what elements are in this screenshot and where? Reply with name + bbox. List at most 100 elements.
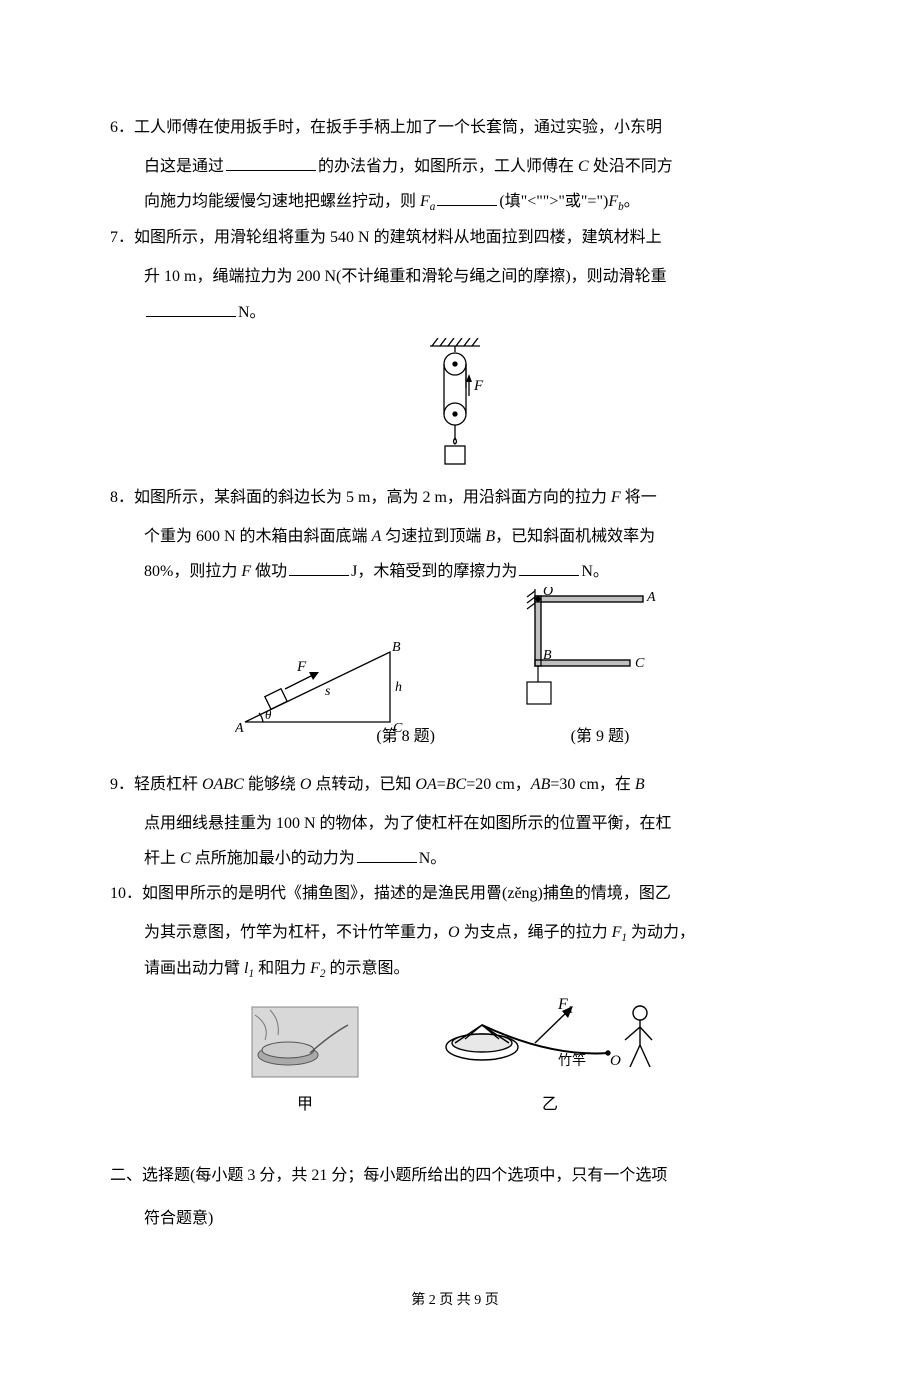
q10-text-2a: 为其示意图，竹竿为杠杆，不计竹竿重力， bbox=[144, 924, 448, 941]
blank-q9-1 bbox=[357, 847, 417, 863]
q8-text-2a: 个重为 600 N 的木箱由斜面底端 bbox=[144, 528, 372, 545]
q6-text-2b: 的办法省力，如图所示，工人师傅在 bbox=[318, 158, 578, 175]
q9-text-2a: 点用细线悬挂重为 100 N 的物体，为了使杠杆在如图所示的位置平衡，在杠 bbox=[144, 815, 672, 832]
q10-text-1a: 如图甲所示的是明代《捕鱼图》，描述的是渔民用罾(zěng)捕鱼的情境，图乙 bbox=[142, 885, 671, 902]
question-7: 7．如图所示，用滑轮组将重为 540 N 的建筑材料从地面拉到四楼，建筑材料上 bbox=[110, 220, 800, 255]
q10-F2-F: F bbox=[310, 960, 320, 977]
figure-row-q10: 甲 bbox=[110, 995, 800, 1122]
q9-line3: 杆上 C 点所施加最小的动力为 N。 bbox=[110, 841, 800, 876]
question-6: 6．工人师傅在使用扳手时，在扳手手柄上加了一个长套筒，通过实验，小东明 bbox=[110, 110, 800, 145]
lever-O: O bbox=[543, 587, 553, 599]
q7-text-3: N。 bbox=[238, 304, 266, 321]
q9-text-1c: 点转动，已知 bbox=[311, 776, 415, 793]
q8-B: B bbox=[485, 528, 495, 545]
q7-line3: N。 bbox=[110, 295, 800, 330]
blank-q8-2 bbox=[519, 560, 579, 576]
caption-jia: 甲 bbox=[250, 1087, 360, 1122]
yi-F1-sub: 1 bbox=[568, 1004, 574, 1016]
q10-line3: 请画出动力臂 l1 和阻力 F2 的示意图。 bbox=[110, 951, 800, 987]
figure-q7: F bbox=[110, 338, 800, 468]
q6-line2: 白这是通过 的办法省力，如图所示，工人师傅在 C 处沿不同方 bbox=[110, 149, 800, 184]
q9-AB: AB bbox=[531, 776, 551, 793]
incline-h: h bbox=[395, 680, 402, 695]
q6-Fb-F: F bbox=[608, 193, 618, 210]
section-2-line2: 符合题意) bbox=[110, 1201, 800, 1236]
lever-A: A bbox=[646, 590, 656, 605]
q6-text-2a: 白这是通过 bbox=[144, 158, 224, 175]
figure-q8: F s h A B C θ (第 8 题) bbox=[235, 637, 445, 754]
q6-C: C bbox=[578, 158, 589, 175]
q10-text-2c: 为动力， bbox=[627, 924, 695, 941]
lever-B: B bbox=[543, 648, 552, 663]
q8-text-3a: 80%，则拉力 bbox=[144, 563, 241, 580]
q10-line2: 为其示意图，竹竿为杠杆，不计竹竿重力，O 为支点，绳子的拉力 F1 为动力， bbox=[110, 915, 800, 951]
yi-O: O bbox=[610, 1053, 621, 1069]
fishing-painting bbox=[250, 1005, 360, 1085]
q7-number: 7． bbox=[110, 229, 134, 246]
q9-text-3c: N。 bbox=[419, 850, 447, 867]
question-9: 9．轻质杠杆 OABC 能够绕 O 点转动，已知 OA=BC=20 cm，AB=… bbox=[110, 767, 800, 802]
q8-text-3c: J，木箱受到的摩擦力为 bbox=[351, 563, 517, 580]
q9-text-1f: =30 cm，在 bbox=[550, 776, 635, 793]
svg-text:.: . bbox=[525, 648, 529, 663]
q8-A: A bbox=[372, 528, 382, 545]
q6-text-2c: 处沿不同方 bbox=[589, 158, 673, 175]
incline-theta: θ bbox=[265, 707, 272, 722]
q9-B: B bbox=[635, 776, 645, 793]
q9-OA: OA bbox=[415, 776, 436, 793]
q9-text-3a: 杆上 bbox=[144, 850, 180, 867]
incline-s: s bbox=[325, 684, 331, 699]
q7-text-1: 如图所示，用滑轮组将重为 540 N 的建筑材料从地面拉到四楼，建筑材料上 bbox=[134, 229, 662, 246]
q9-text-1e: =20 cm， bbox=[466, 776, 531, 793]
q6-text-3a: 向施力均能缓慢匀速地把螺丝拧动，则 bbox=[144, 193, 420, 210]
section-2-text-1: 二、选择题(每小题 3 分，共 21 分；每小题所给出的四个选项中，只有一个选项 bbox=[110, 1167, 667, 1184]
incline-F: F bbox=[296, 659, 307, 675]
figure-q9: O A . B C (第 9 题) bbox=[525, 597, 675, 754]
q9-text-1a: 轻质杠杆 bbox=[134, 776, 202, 793]
q6-line3: 向施力均能缓慢匀速地把螺丝拧动，则 Fa(填"<"">"或"=")Fb。 bbox=[110, 184, 800, 220]
figure-row-q8-q9: F s h A B C θ (第 8 题) bbox=[110, 597, 800, 754]
q10-text-2b: 为支点，绳子的拉力 bbox=[460, 924, 612, 941]
q8-text-3b: 做功 bbox=[251, 563, 287, 580]
q6-Fa-a: a bbox=[430, 202, 436, 214]
pulley-diagram: F bbox=[420, 338, 490, 468]
q8-text-2b: 匀速拉到顶端 bbox=[381, 528, 485, 545]
q9-text-1d: = bbox=[437, 776, 446, 793]
q9-line2: 点用细线悬挂重为 100 N 的物体，为了使杠杆在如图所示的位置平衡，在杠 bbox=[110, 806, 800, 841]
q9-text-1b: 能够绕 bbox=[244, 776, 300, 793]
section-2-text-2: 符合题意) bbox=[144, 1210, 213, 1227]
lever-oabc-diagram-v2: O A . B C bbox=[525, 587, 675, 717]
lever-C: C bbox=[635, 656, 645, 671]
q10-O: O bbox=[448, 924, 460, 941]
q8-number: 8． bbox=[110, 489, 134, 506]
q8-line2: 个重为 600 N 的木箱由斜面底端 A 匀速拉到顶端 B，已知斜面机械效率为 bbox=[110, 519, 800, 554]
figure-q10-yi: F 1 竹竿 O 乙 bbox=[440, 995, 660, 1122]
figure-q10-jia: 甲 bbox=[250, 1005, 360, 1122]
q6-Fa-F: F bbox=[420, 193, 430, 210]
q9-OABC: OABC bbox=[202, 776, 244, 793]
q10-number: 10． bbox=[110, 885, 142, 902]
q10-text-3c: 的示意图。 bbox=[325, 960, 409, 977]
q6-number: 6． bbox=[110, 119, 134, 136]
q8-F: F bbox=[611, 489, 621, 506]
q9-O: O bbox=[300, 776, 312, 793]
blank-q7-1 bbox=[146, 301, 236, 317]
q7-line2: 升 10 m，绳端拉力为 200 N(不计绳重和滑轮与绳之间的摩擦)，则动滑轮重 bbox=[110, 259, 800, 294]
caption-yi: 乙 bbox=[440, 1087, 660, 1122]
q10-F1-F: F bbox=[612, 924, 622, 941]
q10-text-3b: 和阻力 bbox=[254, 960, 310, 977]
blank-q6-1 bbox=[226, 155, 316, 171]
q8-text-2c: ，已知斜面机械效率为 bbox=[495, 528, 655, 545]
q9-C: C bbox=[180, 850, 191, 867]
q9-text-3b: 点所施加最小的动力为 bbox=[191, 850, 355, 867]
caption-q8: (第 8 题) bbox=[376, 728, 435, 745]
q7-text-2: 升 10 m，绳端拉力为 200 N(不计绳重和滑轮与绳之间的摩擦)，则动滑轮重 bbox=[144, 268, 667, 285]
q8-F2: F bbox=[241, 563, 251, 580]
pulley-F-label: F bbox=[473, 378, 484, 394]
caption-q9: (第 9 题) bbox=[525, 719, 675, 754]
q6-text-3b: (填"<"">"或"=") bbox=[499, 193, 608, 210]
fishing-lever-diagram: F 1 竹竿 O bbox=[440, 995, 660, 1085]
q8-text-3d: N。 bbox=[581, 563, 609, 580]
q6-text-3c: 。 bbox=[624, 193, 640, 210]
yi-pole-label: 竹竿 bbox=[558, 1053, 586, 1069]
